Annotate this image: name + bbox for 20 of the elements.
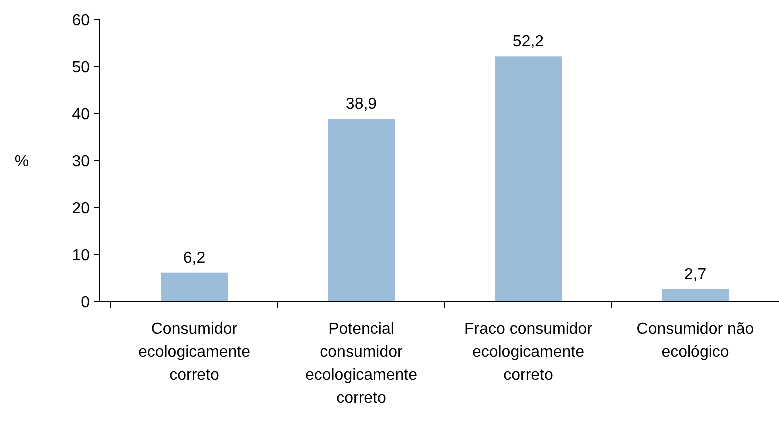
bar	[662, 289, 729, 302]
y-tick-label: 60	[72, 12, 90, 30]
x-tick-label: Potencial consumidor ecologicamente correto	[305, 321, 418, 407]
bar	[328, 119, 395, 302]
x-tick-label: Consumidor ecologicamente correto	[138, 321, 251, 384]
y-tick-label: 20	[72, 200, 90, 218]
data-label: 52,2	[512, 34, 544, 51]
data-label: 38,9	[346, 96, 378, 114]
bar	[161, 272, 228, 302]
y-tick-label: 50	[72, 60, 90, 77]
data-label: 6,2	[183, 250, 206, 267]
y-tick-label: 0	[81, 294, 90, 312]
x-tick-label: Consumidor não ecológico	[636, 321, 754, 361]
y-axis-title: %	[14, 154, 30, 171]
y-tick-label: 40	[72, 106, 90, 124]
bar	[495, 56, 562, 302]
data-label: 2,7	[684, 266, 707, 284]
x-tick-label: Fraco consumidor ecologicamente correto	[464, 321, 594, 384]
y-tick-label: 30	[72, 154, 90, 171]
y-tick-label: 10	[72, 248, 90, 265]
